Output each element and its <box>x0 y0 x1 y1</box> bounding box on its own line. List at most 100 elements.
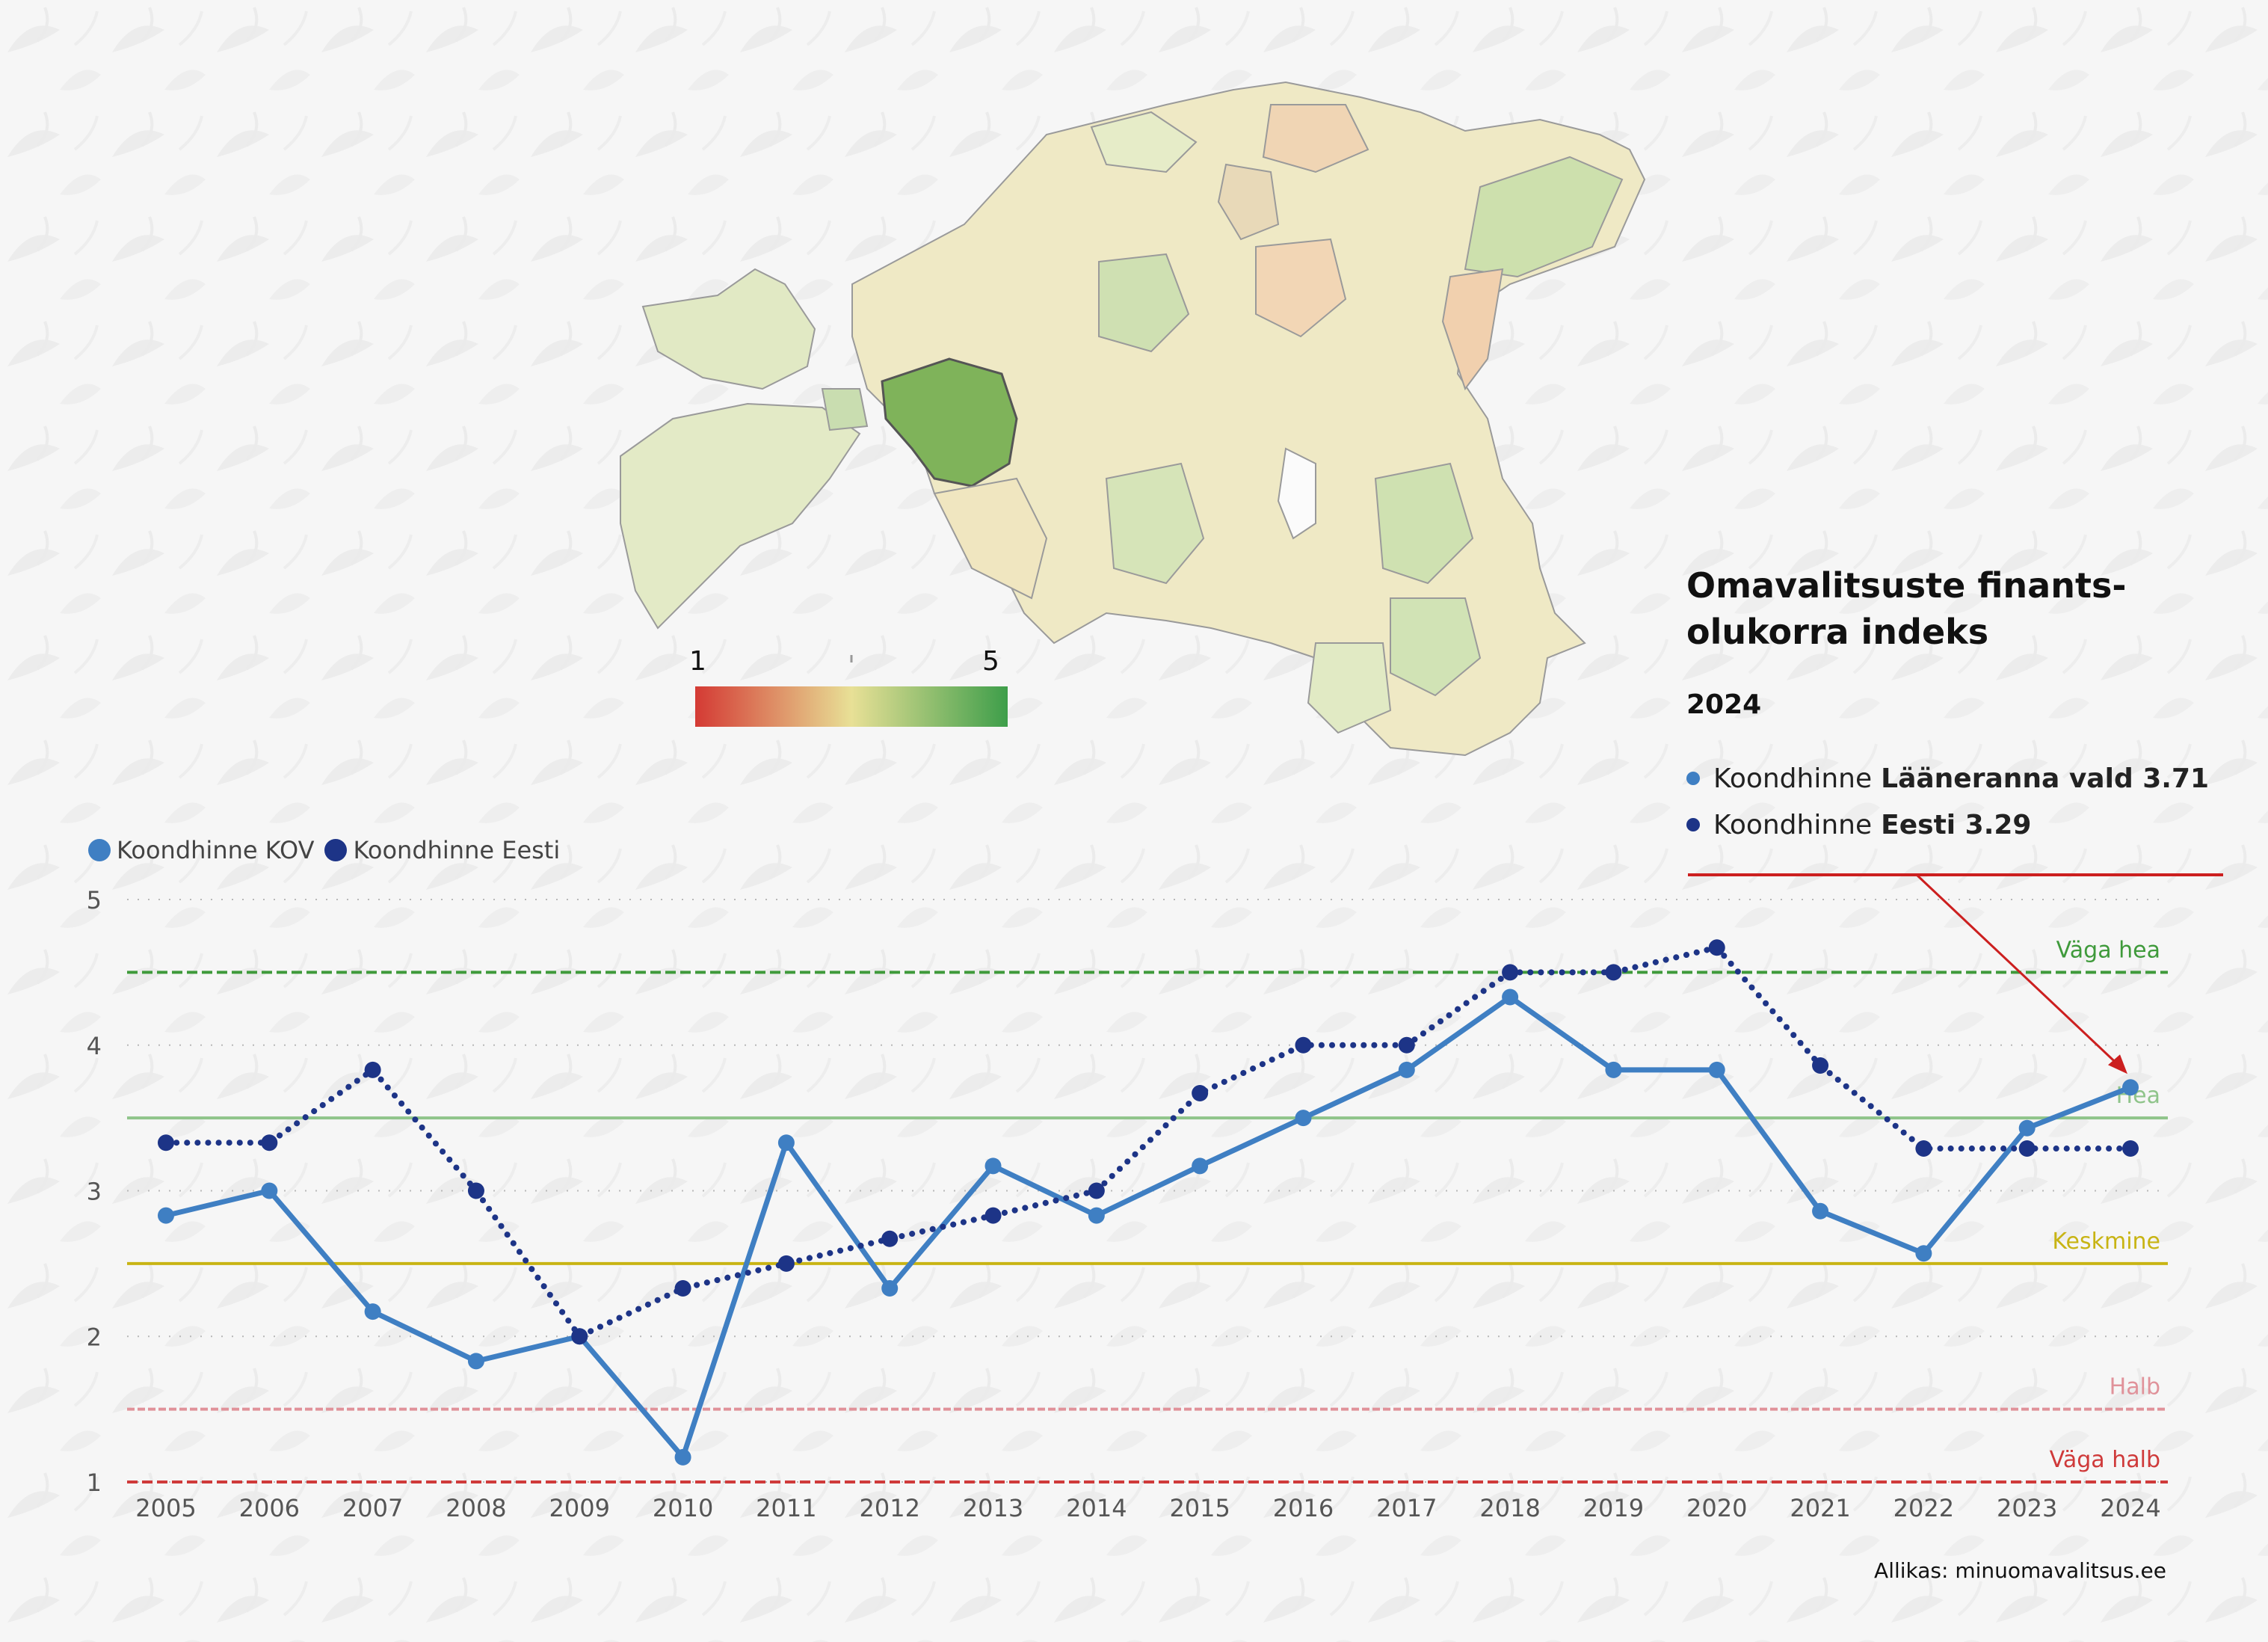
chart-legend-eesti: Koondhinne Eesti <box>324 836 560 864</box>
y-tick-label: 5 <box>87 886 102 914</box>
map-region-laaneranna <box>881 357 1018 488</box>
reference-label: Väga hea <box>2056 937 2160 963</box>
x-tick-label: 2015 <box>1169 1494 1230 1522</box>
data-point-eesti <box>158 1134 174 1151</box>
data-point-eesti <box>261 1134 278 1151</box>
colorbar-max-label: 5 <box>982 646 999 677</box>
panel-legend: Koondhinne Lääneranna vald 3.71 Koondhin… <box>1686 755 2209 848</box>
y-tick-label: 3 <box>87 1178 102 1206</box>
x-tick-label: 2019 <box>1583 1494 1644 1522</box>
map-region-saaremaa <box>620 402 861 630</box>
title-line-1: Omavalitsuste finants- <box>1686 565 2127 606</box>
data-point-kov <box>984 1157 1002 1175</box>
reference-label: Halb <box>2110 1374 2160 1400</box>
map-region-muhu <box>821 388 869 431</box>
map-region-harju-east <box>1262 104 1369 173</box>
legend-kov-prefix: Koondhinne <box>1713 763 1873 794</box>
data-point-eesti <box>881 1230 899 1247</box>
x-tick-label: 2022 <box>1893 1494 1954 1522</box>
data-point-kov <box>364 1303 381 1320</box>
data-point-kov <box>2122 1079 2139 1096</box>
x-tick-label: 2007 <box>342 1494 403 1522</box>
source-note: Allikas: minuomavalitsus.ee <box>1874 1558 2166 1583</box>
data-point-eesti <box>674 1279 691 1297</box>
legend-kov-value: Lääneranna vald 3.71 <box>1881 763 2210 794</box>
data-point-kov <box>1915 1245 1932 1262</box>
legend-dot-eesti <box>1686 818 1700 831</box>
y-tick-label: 1 <box>87 1469 102 1497</box>
data-point-kov <box>1605 1061 1622 1078</box>
data-point-eesti <box>1502 964 1519 981</box>
x-tick-label: 2018 <box>1479 1494 1540 1522</box>
chart-legend-label-kov: Koondhinne KOV <box>117 836 315 864</box>
chart-legend-label-eesti: Koondhinne Eesti <box>353 836 561 864</box>
data-point-kov <box>1088 1207 1105 1224</box>
legend-eesti-prefix: Koondhinne <box>1713 809 1873 840</box>
map-region-narva <box>1441 268 1504 391</box>
data-point-eesti <box>2018 1140 2036 1157</box>
data-point-eesti <box>1295 1036 1312 1054</box>
x-tick-label: 2024 <box>2100 1494 2160 1522</box>
x-tick-label: 2009 <box>549 1494 610 1522</box>
legend-dot-kov <box>1686 772 1700 785</box>
data-point-kov <box>1192 1157 1209 1175</box>
map-region-tallinn <box>1090 111 1198 173</box>
x-tick-label: 2012 <box>859 1494 919 1522</box>
data-point-eesti <box>1605 964 1622 981</box>
annotation-leader <box>1915 873 2123 1069</box>
reference-label: Keskmine <box>2052 1229 2160 1255</box>
chart-title: Omavalitsuste finants- olukorra indeks <box>1686 562 2210 655</box>
chart-legend-dot-eesti <box>324 839 348 861</box>
data-point-eesti <box>1088 1182 1105 1199</box>
map-region-tartu <box>1374 462 1474 585</box>
x-tick-label: 2008 <box>446 1494 506 1522</box>
chart-legend-kov: Koondhinne KOV <box>88 836 314 864</box>
map-region-hiiumaa <box>641 268 816 390</box>
series-line-kov <box>163 994 2133 1460</box>
x-tick-label: 2006 <box>239 1494 300 1522</box>
x-tick-label: 2005 <box>135 1494 196 1522</box>
x-tick-label: 2013 <box>963 1494 1023 1522</box>
colorbar-min-label: 1 <box>689 646 706 677</box>
data-point-kov <box>1708 1061 1725 1078</box>
map-region-laane-virumaa <box>1217 163 1280 241</box>
x-tick-label: 2011 <box>756 1494 816 1522</box>
data-point-eesti <box>364 1061 381 1078</box>
y-tick-label: 4 <box>87 1032 102 1060</box>
year-label: 2024 <box>1686 689 1762 720</box>
x-tick-label: 2023 <box>1997 1494 2057 1522</box>
map-region-polva <box>1390 597 1482 697</box>
data-point-eesti <box>1398 1036 1415 1054</box>
x-tick-label: 2010 <box>653 1494 713 1522</box>
data-point-kov <box>467 1353 484 1370</box>
data-point-kov <box>674 1448 691 1466</box>
x-tick-label: 2021 <box>1790 1494 1850 1522</box>
data-point-kov <box>2018 1119 2036 1137</box>
chart-legend: Koondhinne KOV Koondhinne Eesti <box>88 836 570 864</box>
legend-item-eesti: Koondhinne Eesti 3.29 <box>1686 802 2209 848</box>
data-point-kov <box>1398 1061 1415 1078</box>
data-point-eesti <box>1915 1140 1932 1157</box>
data-point-eesti <box>777 1255 795 1272</box>
map-region-lake-vortsjarv <box>1277 447 1316 540</box>
series-line-eesti <box>163 944 2133 1340</box>
data-point-eesti <box>1192 1085 1209 1102</box>
colorbar <box>695 686 1008 727</box>
data-point-eesti <box>467 1182 484 1199</box>
chart-legend-dot-kov <box>88 839 111 861</box>
map-region-voru <box>1307 642 1392 734</box>
map-region-viljandi <box>1105 462 1205 585</box>
legend-item-kov: Koondhinne Lääneranna vald 3.71 <box>1686 755 2209 802</box>
data-point-eesti <box>984 1207 1002 1224</box>
x-tick-label: 2020 <box>1686 1494 1747 1522</box>
data-point-kov <box>777 1134 795 1151</box>
x-tick-label: 2014 <box>1066 1494 1127 1522</box>
data-point-kov <box>261 1182 278 1199</box>
map-region-rapla <box>1098 253 1190 353</box>
annotation-arrowhead <box>2108 1054 2127 1074</box>
x-tick-label: 2016 <box>1273 1494 1334 1522</box>
data-point-eesti <box>1708 939 1725 956</box>
x-tick-label: 2017 <box>1376 1494 1437 1522</box>
